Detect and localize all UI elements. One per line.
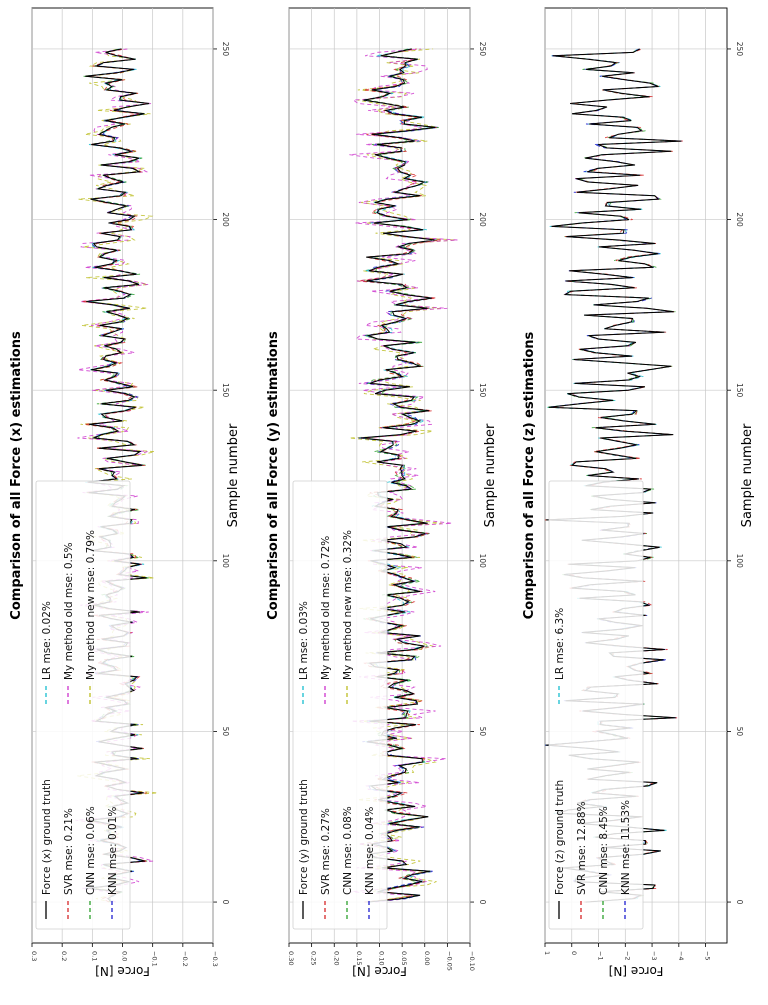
- y-tick-label: −3: [650, 951, 658, 961]
- legend-label: My method old mse: 0.5%: [63, 542, 75, 680]
- legend-label: Force (z) ground truth: [554, 780, 566, 895]
- y-tick-label: −2: [623, 951, 631, 961]
- x-tick-label: 0: [735, 900, 744, 905]
- x-tick-label: 100: [735, 554, 744, 569]
- legend-box: [35, 480, 131, 930]
- y-tick-label: 1: [543, 951, 551, 955]
- legend-label: CNN mse: 8.45%: [598, 806, 610, 895]
- legend-label: LR mse: 0.03%: [298, 601, 310, 680]
- x-tick-label: 0: [221, 900, 230, 905]
- y-tick-label: 0.15: [355, 951, 363, 965]
- legend-label: KNN mse: 11.53%: [620, 800, 632, 895]
- chart-panel-2: 0 50 100 150 200 250 −0.10 −0.05 0.00 0.05 0.10 0.1…: [266, 7, 498, 978]
- x-tick-label: 200: [221, 212, 230, 227]
- y-tick-label: 0.0: [121, 951, 129, 961]
- y-tick-label: −0.1: [151, 951, 159, 967]
- legend-label: KNN mse: 0.01%: [107, 807, 119, 895]
- series-line-7: [349, 48, 456, 903]
- y-tick-label: 0.00: [423, 951, 431, 965]
- series-line-3: [363, 48, 439, 903]
- legend-label: My method new mse: 0.32%: [342, 530, 354, 680]
- x-tick-label: 200: [735, 212, 744, 227]
- x-tick-label: 100: [478, 554, 487, 569]
- legend-label: Force (y) ground truth: [298, 779, 310, 895]
- y-tick-label: −0.05: [445, 951, 453, 971]
- chart-panel-3: 0 50 100 150 200 250 −5 −4 −3 −2 −1 0 1 Force (z) gro…: [522, 7, 755, 978]
- y-tick-label: −0.2: [181, 951, 189, 967]
- y-tick-label: 0.3: [30, 951, 38, 961]
- series-line-4: [358, 48, 439, 903]
- x-tick-label: 250: [221, 42, 230, 57]
- x-tick-label: 0: [478, 900, 487, 905]
- legend-label: CNN mse: 0.06%: [85, 806, 97, 895]
- x-tick-label: 150: [221, 383, 230, 398]
- y-axis-label: Force [N]: [609, 964, 664, 978]
- y-tick-label: 0.1: [90, 951, 98, 961]
- legend-label: My method new mse: 0.79%: [85, 530, 97, 680]
- legend-label: SVR mse: 0.21%: [63, 808, 75, 895]
- x-axis-label: Sample number: [226, 423, 241, 527]
- x-tick-label: 150: [735, 383, 744, 398]
- x-tick-label: 100: [221, 554, 230, 569]
- y-tick-label: −4: [677, 951, 685, 961]
- y-tick-label: −0.3: [211, 951, 219, 967]
- legend-label: SVR mse: 0.27%: [320, 808, 332, 895]
- x-axis-label: Sample number: [483, 423, 498, 527]
- y-tick-label: 0.30: [287, 951, 295, 965]
- y-tick-label: 0.20: [332, 951, 340, 965]
- chart-panel-1: 0 50 100 150 200 250 −0.3 −0.2 −0.1 0.0 0.1 0.2 0.3 F…: [9, 7, 241, 978]
- legend-label: LR mse: 0.02%: [41, 601, 53, 680]
- legend-label: SVR mse: 12.88%: [576, 801, 588, 895]
- x-tick-label: 50: [221, 727, 230, 737]
- y-tick-label: 0.05: [400, 951, 408, 965]
- x-tick-label: 250: [735, 42, 744, 57]
- legend-label: Force (x) ground truth: [41, 779, 53, 895]
- x-tick-label: 200: [478, 212, 487, 227]
- y-tick-label: 0.2: [60, 951, 68, 961]
- x-axis-label: Sample number: [740, 423, 755, 527]
- legend-label: LR mse: 6.3%: [554, 608, 566, 680]
- x-tick-label: 50: [735, 727, 744, 737]
- x-tick-label: 250: [478, 42, 487, 57]
- y-axis-label: Force [N]: [95, 964, 150, 978]
- y-tick-label: −1: [597, 951, 605, 961]
- legend-box: [548, 480, 644, 930]
- y-tick-label: 0.10: [378, 951, 386, 965]
- chart-title: Comparison of all Force (x) estimations: [9, 331, 24, 620]
- legend-box: [292, 480, 388, 930]
- x-tick-label: 150: [478, 383, 487, 398]
- series-line-2: [359, 48, 441, 903]
- chart-title: Comparison of all Force (y) estimations: [266, 331, 281, 620]
- series-line-1: [360, 48, 436, 903]
- y-tick-label: −0.10: [468, 951, 476, 971]
- legend-label: KNN mse: 0.04%: [364, 807, 376, 895]
- y-tick-label: 0.25: [310, 951, 318, 965]
- y-tick-label: −5: [704, 951, 712, 961]
- x-tick-label: 50: [478, 727, 487, 737]
- chart-title: Comparison of all Force (z) estimations: [522, 331, 537, 619]
- legend-label: My method old mse: 0.72%: [320, 536, 332, 680]
- y-tick-label: 0: [570, 951, 578, 955]
- legend-label: CNN mse: 0.08%: [342, 806, 354, 895]
- y-axis-label: Force [N]: [352, 964, 407, 978]
